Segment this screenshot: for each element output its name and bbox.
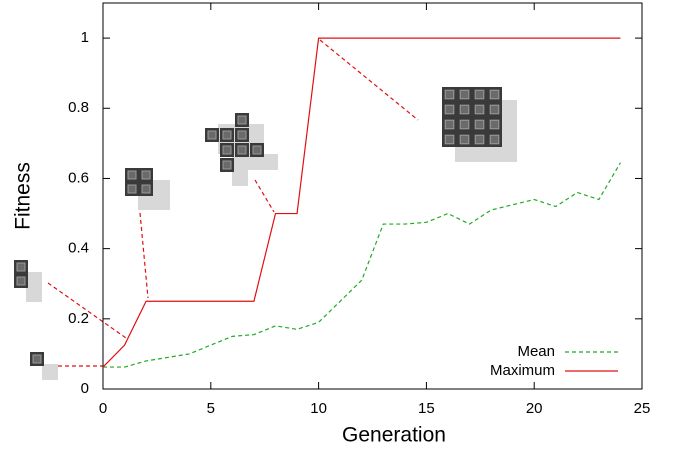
- x-tick-label: 5: [207, 400, 215, 417]
- y-tick-label: 0.8: [68, 99, 89, 116]
- x-tick-label: 15: [418, 400, 435, 417]
- x-tick-label: 10: [310, 400, 327, 417]
- y-axis-title: Fitness: [12, 162, 35, 230]
- x-tick-label: 20: [526, 400, 543, 417]
- legend-label: Mean: [517, 343, 555, 360]
- legend-label: Maximum: [490, 362, 555, 379]
- x-tick-label: 0: [99, 400, 107, 417]
- y-tick-label: 1: [81, 29, 89, 46]
- chart: Generation Fitness 00.20.40.60.810510152…: [0, 0, 674, 451]
- y-tick-label: 0.6: [68, 169, 89, 186]
- x-tick-label: 25: [634, 400, 651, 417]
- y-tick-label: 0.2: [68, 310, 89, 327]
- series-line: [103, 163, 620, 367]
- plot-frame: [103, 3, 642, 389]
- y-tick-label: 0: [81, 380, 89, 397]
- y-tick-label: 0.4: [68, 240, 89, 257]
- shape-icons: [14, 87, 517, 380]
- x-axis-title: Generation: [342, 424, 446, 447]
